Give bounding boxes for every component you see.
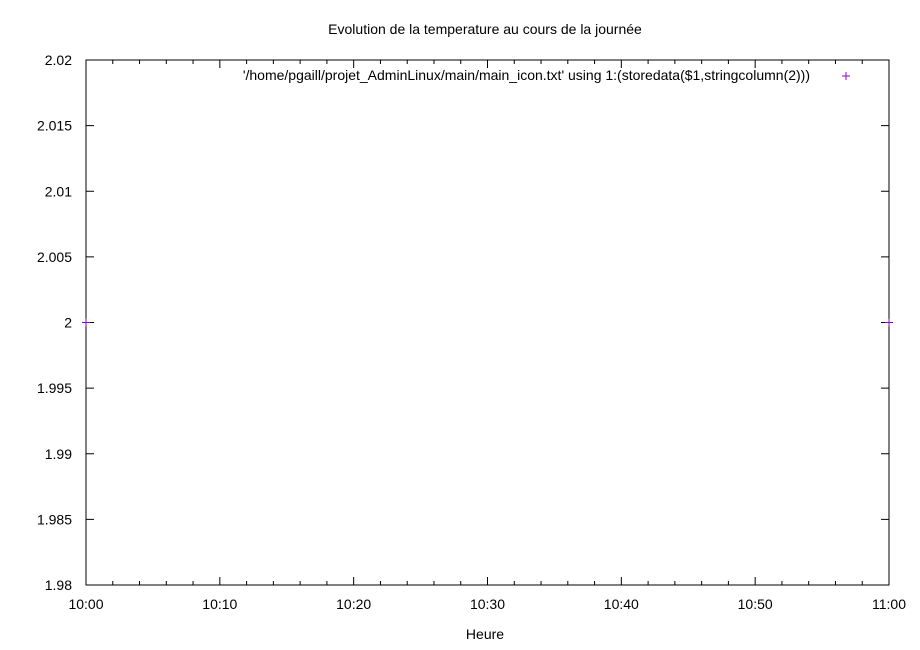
data-point bbox=[82, 318, 90, 327]
x-tick-label: 10:20 bbox=[336, 596, 371, 612]
x-tick-label: 10:00 bbox=[68, 596, 103, 612]
x-tick-label: 10:40 bbox=[604, 596, 639, 612]
legend-marker bbox=[842, 72, 850, 80]
legend-label: '/home/pgaill/projet_AdminLinux/main/mai… bbox=[243, 67, 810, 83]
x-axis-label: Heure bbox=[466, 626, 504, 642]
y-tick-label: 2.01 bbox=[45, 183, 72, 199]
x-axis: 10:00 10:10 10:20 10:30 10:40 10:50 11:00 bbox=[68, 60, 906, 612]
data-point bbox=[885, 318, 893, 327]
x-tick-label: 10:30 bbox=[470, 596, 505, 612]
y-tick-label: 1.98 bbox=[45, 577, 72, 593]
y-tick-label: 2.015 bbox=[37, 118, 72, 134]
y-tick-label: 1.99 bbox=[45, 446, 72, 462]
plot-frame bbox=[85, 59, 890, 586]
y-tick-label: 2.005 bbox=[37, 249, 72, 265]
y-tick-label: 1.995 bbox=[37, 380, 72, 396]
y-tick-label: 2 bbox=[64, 315, 72, 331]
y-tick-label: 1.985 bbox=[37, 511, 72, 527]
y-axis: 1.98 1.985 1.99 1.995 2 2.005 2.01 2.015 2.02 bbox=[37, 52, 889, 593]
chart-title: Evolution de la temperature au cours de … bbox=[328, 21, 642, 37]
x-tick-label: 10:10 bbox=[202, 596, 237, 612]
legend: '/home/pgaill/projet_AdminLinux/main/mai… bbox=[243, 67, 850, 83]
x-tick-label: 11:00 bbox=[872, 596, 906, 612]
y-tick-label: 2.02 bbox=[45, 52, 72, 68]
data-points bbox=[82, 318, 893, 327]
x-tick-label: 10:50 bbox=[738, 596, 773, 612]
